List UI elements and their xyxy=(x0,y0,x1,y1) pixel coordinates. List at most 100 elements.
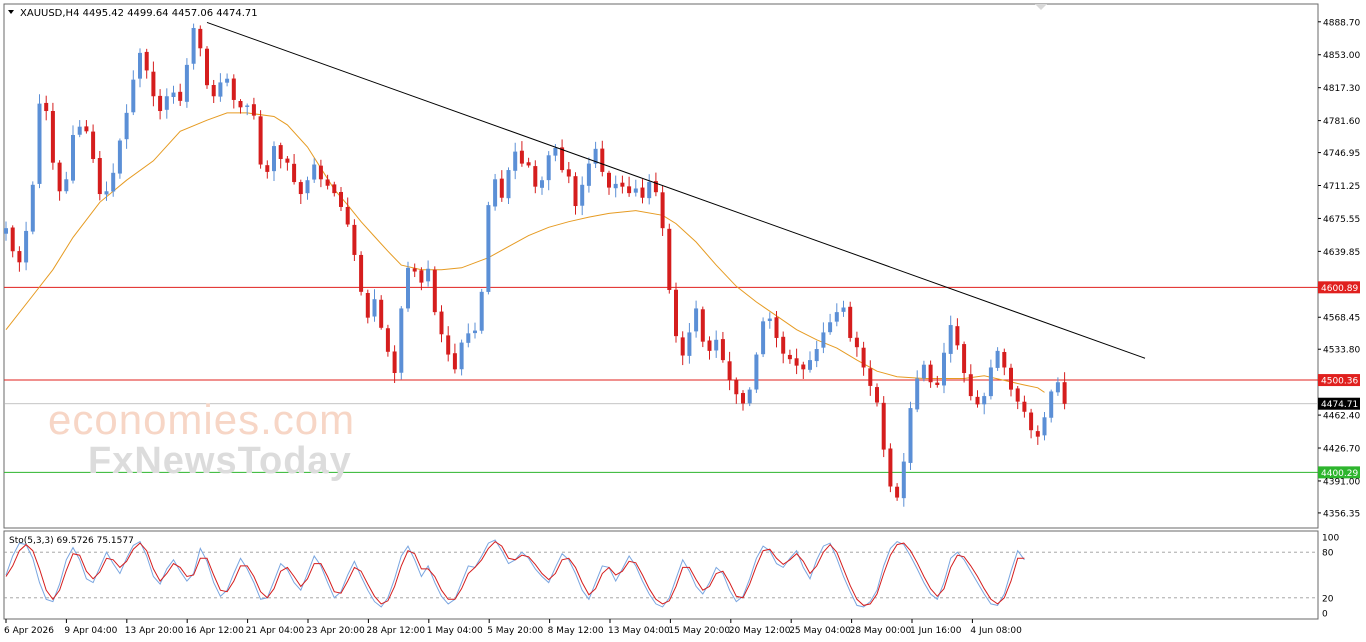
candle xyxy=(171,85,176,104)
candle-body xyxy=(466,333,471,343)
candles xyxy=(4,23,1067,507)
candle xyxy=(526,157,531,168)
candle-body xyxy=(385,328,390,352)
candle-body xyxy=(747,389,752,404)
candle xyxy=(91,124,96,163)
x-tick-label: 20 May 12:00 xyxy=(729,626,791,636)
candle xyxy=(332,181,337,197)
trend-line[interactable] xyxy=(206,21,1146,359)
candle-body xyxy=(1002,351,1007,368)
x-tick-label: 16 Apr 12:00 xyxy=(185,626,244,636)
candle xyxy=(841,300,846,317)
header-ohlc: XAUUSD,H4 4495.42 4499.64 4457.06 4474.7… xyxy=(20,8,258,19)
y-tick-label: 4568.45 xyxy=(1323,314,1360,324)
x-tick-label: 28 May 00:00 xyxy=(850,626,912,636)
candle xyxy=(258,110,263,169)
collapse-arrow-icon[interactable] xyxy=(8,10,14,14)
candle-body xyxy=(734,379,739,395)
candle xyxy=(694,300,699,338)
candle-body xyxy=(620,182,625,187)
candle-body xyxy=(586,163,591,186)
candle xyxy=(392,345,397,383)
candle-body xyxy=(225,78,230,83)
candle-body xyxy=(881,402,886,450)
candle-body xyxy=(674,289,678,337)
candle xyxy=(1009,363,1013,397)
candle-body xyxy=(1022,401,1027,412)
candle xyxy=(727,351,732,391)
candle xyxy=(741,390,745,411)
candle-body xyxy=(761,321,766,355)
candle-body xyxy=(459,342,464,370)
x-tick-label: 21 Apr 04:00 xyxy=(246,626,305,636)
candle-body xyxy=(975,396,980,405)
x-tick-label: 28 Apr 12:00 xyxy=(366,626,425,636)
candle xyxy=(1049,389,1054,423)
candle xyxy=(158,89,163,120)
candle-body xyxy=(64,179,69,192)
candle-body xyxy=(741,393,745,404)
candle xyxy=(834,303,839,327)
candle-body xyxy=(419,270,424,283)
candle xyxy=(10,225,15,258)
candle-body xyxy=(801,364,806,370)
moving-average xyxy=(5,112,1045,393)
candle-body xyxy=(1015,388,1020,402)
candle xyxy=(64,171,69,194)
candle-body xyxy=(1049,391,1054,418)
candle xyxy=(667,223,672,294)
candle-body xyxy=(828,322,833,333)
candle xyxy=(372,289,377,322)
candle-body xyxy=(412,268,417,272)
candle-body xyxy=(821,332,826,348)
candle-body xyxy=(814,349,819,362)
candle-body xyxy=(1035,431,1040,437)
y-tick-label: 4853.00 xyxy=(1323,51,1360,61)
candle-body xyxy=(144,51,149,71)
candle-body xyxy=(653,181,658,193)
candle xyxy=(493,173,498,211)
candle-body xyxy=(426,268,431,282)
y-tick-label: 4426.70 xyxy=(1323,445,1360,455)
candle xyxy=(238,99,243,114)
candle xyxy=(942,342,946,394)
candle-body xyxy=(948,325,953,354)
candle xyxy=(915,370,920,413)
candle xyxy=(955,318,960,350)
candle xyxy=(720,331,725,363)
shift-marker-icon[interactable] xyxy=(1035,4,1047,10)
candle xyxy=(385,324,390,357)
candle-body xyxy=(580,184,585,206)
candle xyxy=(285,156,290,171)
x-tick-label: 15 May 20:00 xyxy=(668,626,730,636)
candle xyxy=(714,330,719,358)
candle xyxy=(272,141,276,181)
candle xyxy=(580,176,585,216)
candle-body xyxy=(506,170,511,199)
candle-body xyxy=(158,95,163,112)
candle xyxy=(700,306,705,348)
candle-body xyxy=(84,126,89,132)
y-tick-label: 4356.35 xyxy=(1323,509,1360,519)
candle xyxy=(486,201,491,295)
candle-body xyxy=(781,336,786,354)
candle-body xyxy=(318,165,323,180)
candle-body xyxy=(184,64,189,102)
candle-body xyxy=(888,448,893,487)
candle-body xyxy=(493,179,498,207)
candle-body xyxy=(278,145,283,159)
y-tick-label: 4675.55 xyxy=(1323,215,1360,225)
candle-body xyxy=(787,354,792,360)
candle xyxy=(995,347,1000,371)
candle-body xyxy=(928,364,933,383)
candle xyxy=(439,305,444,343)
candle xyxy=(24,221,29,271)
candle xyxy=(265,160,270,179)
candle xyxy=(767,312,772,329)
candle-body xyxy=(861,347,866,368)
candle-body xyxy=(834,312,839,322)
candle-body xyxy=(164,96,169,110)
candle xyxy=(452,343,457,374)
candle xyxy=(426,260,431,287)
